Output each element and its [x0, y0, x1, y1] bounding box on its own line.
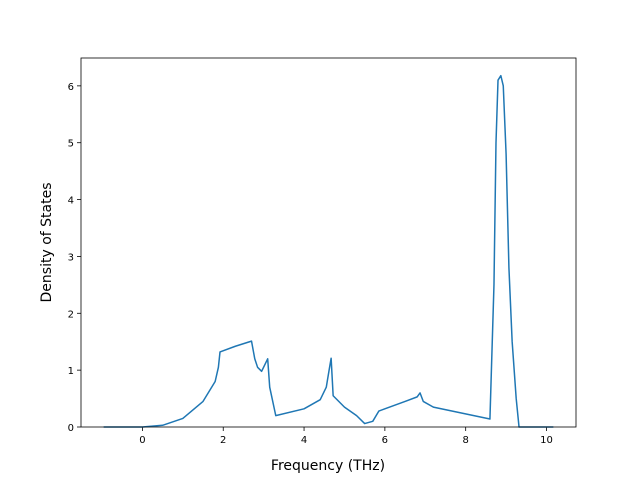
x-tick-label: 0	[139, 435, 145, 446]
data-line	[103, 74, 554, 428]
y-tick-label: 2	[68, 309, 74, 320]
y-tick-label: 1	[68, 366, 74, 377]
x-tick-label: 8	[462, 435, 468, 446]
y-tick-label: 0	[68, 423, 74, 434]
x-tick-label: 6	[382, 435, 388, 446]
y-tick-label: 6	[68, 82, 74, 93]
x-tick-label: 4	[301, 435, 307, 446]
plot-frame	[80, 57, 577, 428]
x-tick-label: 10	[540, 435, 553, 446]
y-tick-label: 4	[68, 196, 74, 207]
y-tick-label: 5	[68, 139, 74, 150]
x-tick-label: 2	[220, 435, 226, 446]
y-tick-label: 3	[68, 252, 74, 263]
x-axis-label: Frequency (THz)	[271, 458, 385, 474]
y-axis-label: Density of States	[39, 183, 55, 303]
